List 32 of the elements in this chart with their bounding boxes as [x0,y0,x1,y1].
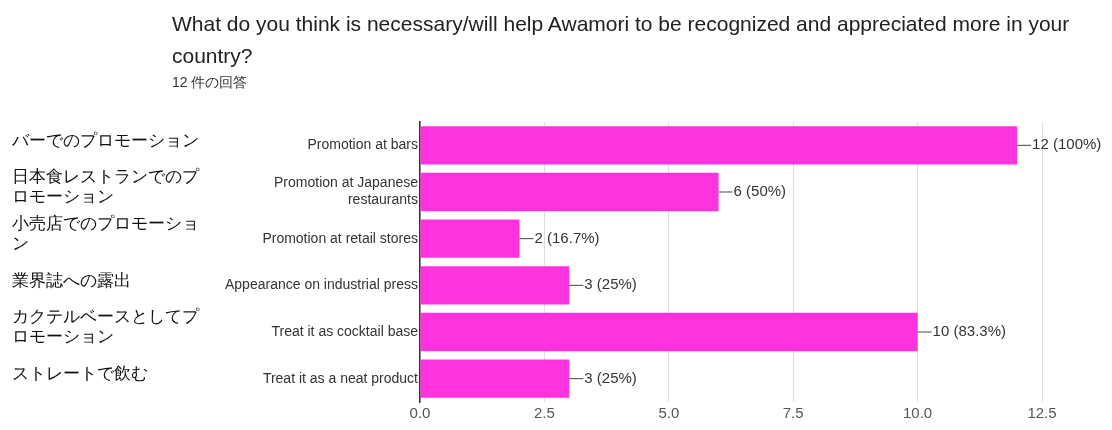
data-label: 2 (16.7%) [534,228,600,246]
text: 日本食レストランでのプロモーション [12,166,200,207]
bar [420,219,520,258]
text: バーでのプロモーション [11,129,199,150]
text: カクテルベースとしてプロモーション [12,306,200,347]
y-tick-label: Treat it as a neat product [262,369,419,386]
bar [420,312,918,352]
chart-title: What do you think is necessary/will help Awamori to be recognized and appreciated more in your country? [172,11,1071,69]
x-tick-label: 5.0 [658,404,680,422]
x-tick-label: 12.5 [1027,404,1057,422]
y-tick-label: Promotion at retail stores [262,229,418,246]
x-tick-label: 10.0 [903,404,933,422]
bar [420,266,570,305]
bar [420,172,719,212]
y-tick-label: Appearance on industrial press [224,276,418,293]
y-tick-label: Promotion at Japanese restaurants [274,174,419,208]
data-label: 6 (50%) [733,182,787,200]
x-tick-label: 0.0 [409,404,431,422]
x-tick-label: 7.5 [782,404,804,422]
y-tick-label: Treat it as cocktail base [271,322,419,339]
text: 小売店でのプロモーション [12,213,199,254]
text: 12 件の回答 [172,74,248,92]
y-tick-label: Promotion at bars [307,136,418,153]
data-label: 10 (83.3%) [932,322,1006,340]
text: 業界誌への露出 [12,269,131,290]
data-label: 3 (25%) [584,368,637,386]
text: ストレートで飲む [12,363,148,384]
data-label: 12 (100%) [1032,135,1102,153]
bar [420,359,570,398]
data-label: 3 (25%) [584,275,637,293]
bar [420,126,1018,165]
x-tick-label: 2.5 [533,404,555,422]
